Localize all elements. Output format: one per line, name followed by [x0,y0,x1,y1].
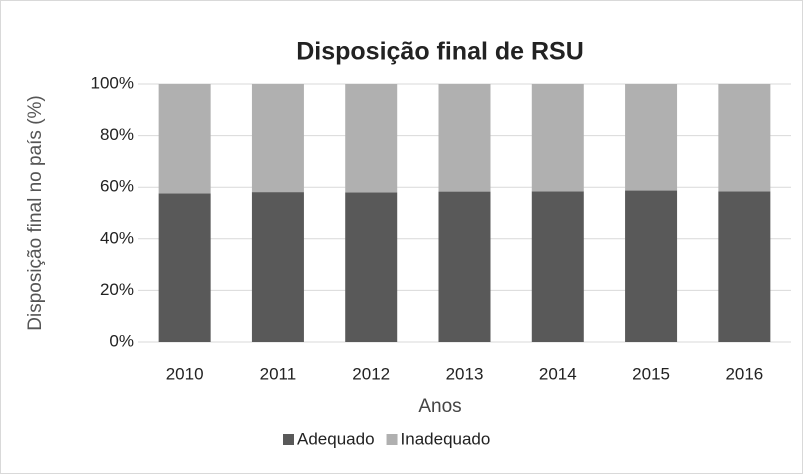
bar-segment [718,191,771,342]
legend-label: Inadequado [401,429,491,448]
chart-title: Disposição final de RSU [296,38,584,66]
x-tick-label: 2012 [352,364,390,383]
bar-segment [718,84,771,192]
x-tick-label: 2011 [260,364,297,383]
bar-segment [158,84,211,194]
bar-segment [625,84,678,191]
x-tick-label: 2013 [446,364,484,383]
y-tick-label: 20% [100,280,134,299]
bar-segment [531,191,584,342]
bar-segment [251,84,304,193]
x-tick-label: 2014 [539,364,577,383]
legend-swatch [386,434,398,445]
bar-segment [345,84,398,193]
bar-segment [438,191,491,342]
bar-segment [531,84,584,192]
x-tick-label: 2010 [166,364,204,383]
y-axis-label: Disposição final no país (%) [25,95,46,331]
y-tick-label: 40% [100,228,134,247]
bar-segment [345,192,398,342]
x-tick-label: 2015 [632,364,670,383]
bar-segment [438,84,491,192]
y-tick-label: 60% [100,177,134,196]
bar-segment [158,193,211,342]
bar-segment [251,192,304,342]
y-tick-label: 0% [109,331,134,350]
x-tick-label: 2016 [725,364,763,383]
y-tick-label: 100% [91,73,134,92]
legend-label: Adequado [297,429,375,448]
legend-swatch [283,434,294,445]
bar-segment [625,190,678,342]
y-tick-label: 80% [100,125,134,144]
x-axis-label: Anos [418,396,461,417]
